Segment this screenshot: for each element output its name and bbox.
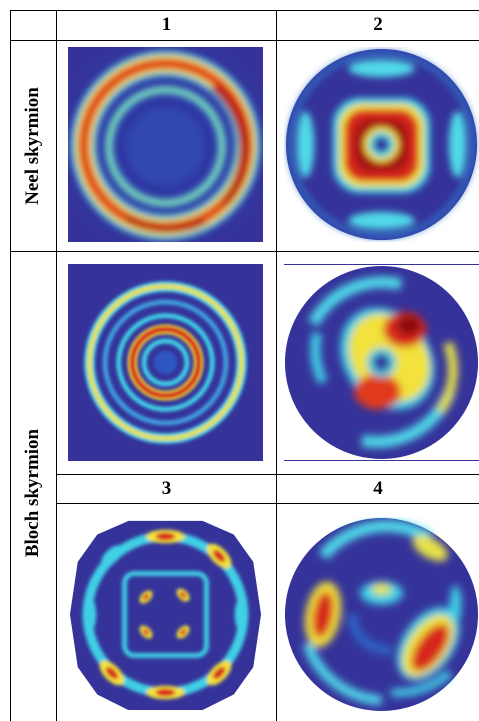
table-border-left: [10, 10, 11, 721]
table-border-top: [10, 10, 479, 11]
panel-neel-2: [284, 47, 479, 242]
panel-bloch-4: [284, 517, 479, 712]
bloch-mode-2-image: [284, 265, 479, 460]
bloch-mode-4-image: [284, 517, 479, 712]
panel-bloch-1: [68, 264, 263, 461]
bloch-mode-3-image: [68, 517, 263, 712]
label-column-divider: [56, 10, 57, 721]
sub-header-3: 3: [161, 478, 172, 499]
bloch-mode-1-image: [68, 265, 263, 460]
neel-mode-1-image: [68, 47, 263, 242]
panel-neel-1: [68, 47, 263, 242]
column-divider: [276, 10, 277, 721]
panel-bloch-3: [68, 517, 263, 712]
panel-bloch-2: [284, 264, 479, 461]
sub-header-4: 4: [373, 478, 383, 499]
sub-header-bottom-divider: [56, 503, 479, 504]
header-row-divider: [10, 40, 479, 41]
row-label-bloch: Bloch skyrmion: [22, 428, 43, 558]
column-header-1: 1: [161, 14, 172, 35]
row-label-neel: Neel skyrmion: [22, 87, 43, 205]
row-divider: [10, 251, 479, 252]
sub-header-top-divider: [56, 474, 479, 475]
column-header-2: 2: [373, 14, 383, 35]
neel-mode-2-image: [284, 47, 479, 242]
